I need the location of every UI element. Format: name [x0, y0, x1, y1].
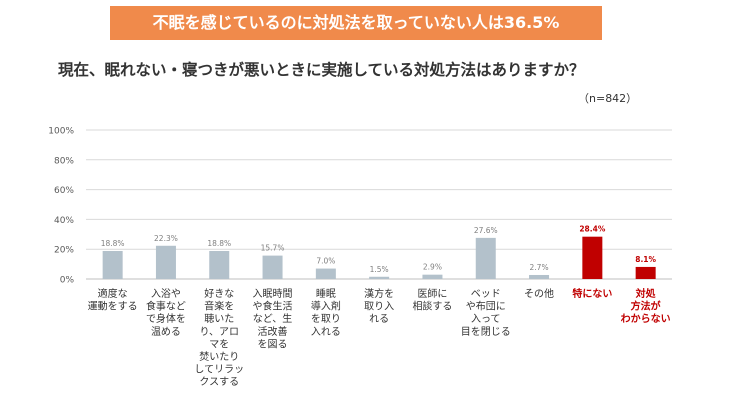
bar	[102, 250, 123, 279]
y-tick-label: 40%	[54, 216, 74, 226]
category-label: 適度な運動をする	[88, 287, 138, 313]
category-label: 医師に相談する	[412, 287, 452, 313]
bar	[209, 250, 230, 279]
bar	[635, 266, 656, 279]
value-label: 28.4%	[579, 225, 606, 234]
category-label: その他	[524, 287, 554, 300]
value-label: 8.1%	[635, 255, 656, 264]
value-label: 18.8%	[101, 239, 125, 248]
category-label: 漢方を取り入れる	[364, 287, 394, 325]
value-label: 7.0%	[316, 257, 335, 266]
headline-banner: 不眠を感じているのに対処法を取っていない人は36.5%	[110, 6, 602, 40]
category-label: 特にない	[572, 287, 612, 300]
bar	[529, 274, 550, 279]
bar	[315, 268, 336, 279]
category-label: ベッドや布団に入って目を閉じる	[461, 288, 511, 338]
value-label: 15.7%	[261, 244, 285, 253]
y-tick-label: 60%	[54, 186, 74, 196]
category-label: 睡眠導入剤を取り入れる	[311, 287, 341, 338]
value-label: 1.5%	[370, 265, 389, 274]
category-label: 入眠時間や食生活など、生活改善を図る	[253, 288, 293, 350]
category-label: 入浴や食事などで身体を温める	[146, 288, 186, 338]
bar	[262, 255, 283, 279]
value-label: 2.9%	[423, 263, 442, 272]
bar	[155, 245, 176, 279]
survey-question: 現在、眠れない・寝つきが悪いときに実施している対処方法はありますか？	[58, 61, 585, 79]
y-tick-label: 0%	[60, 276, 75, 286]
category-label: 好きな音楽を聴いたり、アロマを焚いたりしてリラックスする	[194, 288, 244, 388]
y-tick-label: 80%	[54, 156, 74, 166]
bar	[422, 274, 443, 279]
value-label: 2.7%	[530, 263, 549, 272]
value-label: 22.3%	[154, 234, 178, 243]
category-label: 対処方法がわからない	[621, 287, 671, 325]
value-label: 27.6%	[474, 226, 498, 235]
bar	[582, 236, 603, 279]
sample-size: （n=842）	[578, 92, 638, 105]
value-label: 18.8%	[207, 239, 231, 248]
y-tick-label: 100%	[48, 127, 74, 137]
y-tick-label: 20%	[54, 246, 74, 256]
bar	[369, 276, 390, 279]
bar	[475, 237, 496, 279]
